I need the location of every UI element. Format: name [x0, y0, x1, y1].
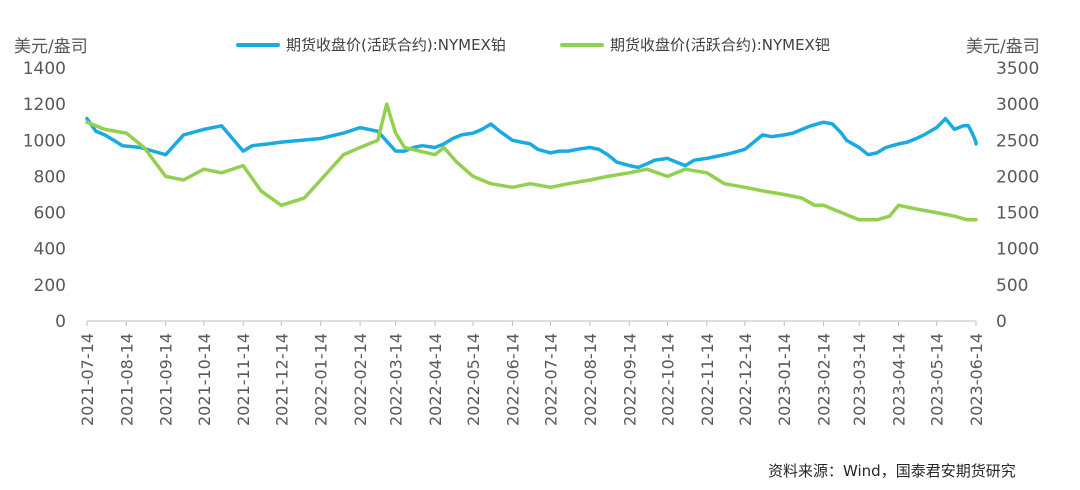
left-y-tick-label: 600: [34, 204, 66, 224]
x-tick-label: 2023-03-14: [850, 333, 869, 426]
x-tick-label: 2023-04-14: [890, 333, 909, 426]
left-y-tick-label: 800: [34, 167, 66, 187]
x-tick-label: 2023-05-14: [928, 333, 947, 426]
x-tick-label: 2021-12-14: [272, 333, 291, 426]
x-tick-label: 2021-11-14: [234, 333, 253, 426]
left-y-tick-label: 400: [34, 240, 66, 260]
x-tick-label: 2022-01-14: [312, 333, 331, 426]
series-layer: [85, 102, 978, 222]
x-tick-label: 2021-07-14: [78, 333, 97, 426]
x-tick-label: 2022-04-14: [426, 333, 445, 426]
x-tick-label: 2021-08-14: [117, 333, 136, 426]
right-y-tick-label: 3500: [996, 59, 1039, 79]
left-y-tick-label: 1200: [23, 95, 66, 115]
right-y-tick-label: 1500: [996, 204, 1039, 224]
plot-area: [86, 320, 977, 326]
x-tick-label: 2023-06-14: [967, 333, 986, 426]
right-y-tick-label: 2000: [996, 167, 1039, 187]
tick-labels: 0 200 400 600 800 1000 1200 1400 0 500 1000 1500 200…: [23, 59, 1040, 426]
x-tick-label: 2022-09-14: [620, 333, 639, 426]
left-y-tick-label: 1400: [23, 59, 66, 79]
x-tick-label: 2022-05-14: [464, 333, 483, 426]
right-y-tick-label: 500: [996, 276, 1028, 296]
legend-swatch-palladium: [560, 42, 604, 47]
series-line-platinum: [85, 116, 978, 170]
legend-swatch-platinum: [236, 42, 280, 47]
left-y-tick-label: 0: [55, 312, 66, 332]
x-tick-label: 2022-02-14: [351, 333, 370, 426]
x-tick-label: 2022-10-14: [658, 333, 677, 426]
x-tick-label: 2022-12-14: [736, 333, 755, 426]
x-tick-label: 2022-07-14: [542, 333, 561, 426]
x-tick-label: 2022-11-14: [698, 333, 717, 426]
left-y-tick-label: 200: [34, 276, 66, 296]
right-y-tick-label: 0: [996, 312, 1007, 332]
right-y-tick-label: 3000: [996, 95, 1039, 115]
left-y-tick-label: 1000: [23, 131, 66, 151]
x-tick-label: 2023-01-14: [775, 333, 794, 426]
x-tick-label: 2023-02-14: [815, 333, 834, 426]
source-note: 资料来源：Wind，国泰君安期货研究: [768, 462, 1016, 480]
right-axis-unit: 美元/盎司: [966, 37, 1040, 57]
series-line-palladium: [85, 102, 978, 222]
right-y-tick-label: 1000: [996, 240, 1039, 260]
right-y-tick-label: 2500: [996, 131, 1039, 151]
left-axis-unit: 美元/盎司: [14, 37, 88, 57]
x-tick-label: 2021-09-14: [157, 333, 176, 426]
x-tick-label: 2022-08-14: [581, 333, 600, 426]
legend-label-platinum: 期货收盘价(活跃合约):NYMEX铂: [286, 36, 506, 54]
x-tick-label: 2022-06-14: [503, 333, 522, 426]
x-tick-label: 2021-10-14: [195, 333, 214, 426]
legend-item-palladium: 期货收盘价(活跃合约):NYMEX钯: [560, 34, 830, 55]
legend-item-platinum: 期货收盘价(活跃合约):NYMEX铂: [236, 34, 506, 55]
x-tick-label: 2022-03-14: [387, 333, 406, 426]
legend-label-palladium: 期货收盘价(活跃合约):NYMEX钯: [610, 36, 830, 54]
